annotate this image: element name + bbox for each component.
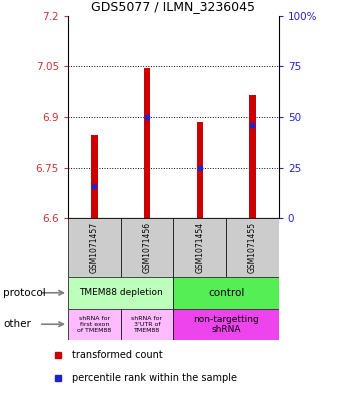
Text: shRNA for
first exon
of TMEM88: shRNA for first exon of TMEM88 xyxy=(77,316,112,332)
Bar xyxy=(121,309,173,340)
Title: GDS5077 / ILMN_3236045: GDS5077 / ILMN_3236045 xyxy=(91,0,255,13)
Text: other: other xyxy=(3,319,31,329)
Bar xyxy=(249,95,256,218)
Bar xyxy=(68,309,121,340)
Text: GSM1071454: GSM1071454 xyxy=(195,222,204,273)
Text: GSM1071457: GSM1071457 xyxy=(90,222,99,273)
Bar xyxy=(144,68,150,218)
Bar xyxy=(226,218,279,277)
Text: transformed count: transformed count xyxy=(71,350,162,360)
Text: control: control xyxy=(208,288,244,298)
Bar xyxy=(121,218,173,277)
Text: percentile rank within the sample: percentile rank within the sample xyxy=(71,373,237,383)
Bar xyxy=(68,277,173,309)
Text: GSM1071456: GSM1071456 xyxy=(142,222,152,273)
Text: non-targetting
shRNA: non-targetting shRNA xyxy=(193,314,259,334)
Bar xyxy=(173,218,226,277)
Bar xyxy=(91,136,98,218)
Text: GSM1071455: GSM1071455 xyxy=(248,222,257,273)
Bar xyxy=(197,122,203,218)
Bar xyxy=(173,277,279,309)
Bar xyxy=(173,309,279,340)
Bar xyxy=(68,218,121,277)
Text: TMEM88 depletion: TMEM88 depletion xyxy=(79,288,163,297)
Text: shRNA for
3'UTR of
TMEM88: shRNA for 3'UTR of TMEM88 xyxy=(132,316,163,332)
Text: protocol: protocol xyxy=(3,288,46,298)
